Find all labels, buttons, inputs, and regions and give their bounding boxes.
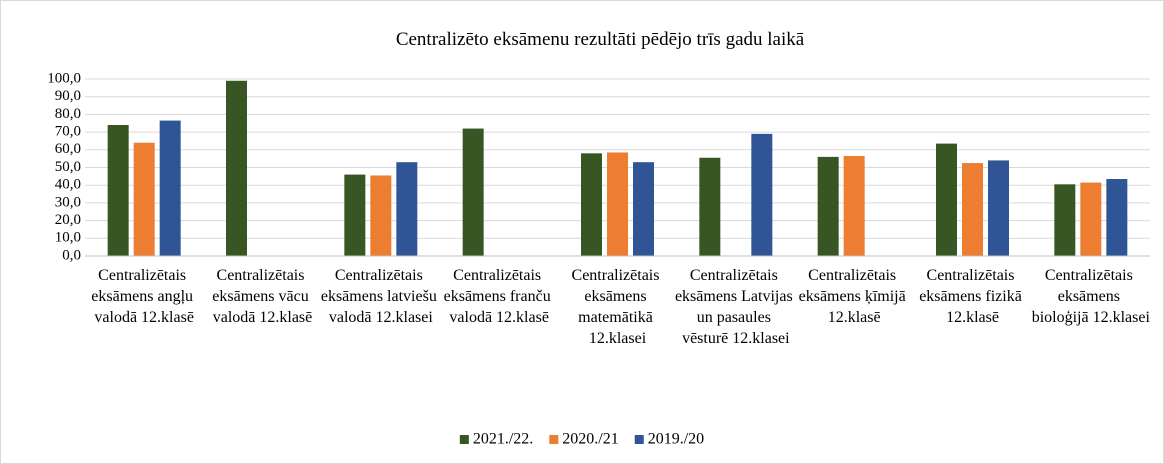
y-tick-label: 10,0: [55, 230, 81, 246]
legend-label: 2019./20: [648, 431, 704, 448]
x-tick-label-line: valodā 12.klasē: [94, 309, 194, 326]
y-tick-label: 60,0: [55, 141, 81, 157]
chart-title: Centralizēto eksāmenu rezultāti pēdējo t…: [396, 29, 805, 50]
x-tick-label: Centralizētais eksāmens Latvijas un pasa…: [675, 267, 797, 347]
y-tick-label: 50,0: [55, 159, 81, 175]
x-tick-label-line: eksāmens angļu: [91, 288, 197, 305]
bar: [396, 162, 418, 256]
x-tick-label: Centralizētais eksāmens latviešu valodā …: [321, 267, 441, 326]
bar: [133, 142, 155, 256]
bar: [988, 160, 1009, 256]
x-tick-label-line: eksāmens: [584, 288, 650, 305]
y-tick-label: 90,0: [55, 88, 81, 104]
x-tick-label-line: Centralizētais: [98, 267, 190, 284]
legend-swatch: [634, 435, 644, 444]
legend-swatch: [459, 435, 469, 444]
x-tick-label-line: bioloģijā 12.klasei: [1032, 309, 1151, 326]
legend-label: 2020./21: [562, 431, 618, 448]
bar: [226, 80, 247, 257]
x-tick-label-line: Centralizētais: [808, 267, 900, 284]
x-tick-label-line: 12.klasē: [946, 309, 999, 326]
legend-swatch: [549, 435, 559, 444]
bar: [633, 162, 654, 256]
bar: [1054, 184, 1076, 256]
x-tick-label-line: 12.klasei: [589, 330, 647, 347]
x-tick-label-line: valodā 12.klasē: [449, 309, 549, 326]
y-tick-label: 100,0: [47, 70, 81, 86]
x-tick-label-line: Centralizētais: [335, 267, 427, 284]
x-tick-label-line: Centralizētais: [453, 267, 545, 284]
x-tick-label-line: Centralizētais: [690, 267, 782, 284]
x-tick-label-line: vēsturē 12.klasei: [682, 330, 790, 347]
bar: [581, 153, 602, 256]
x-tick-label-line: eksāmens Latvijas: [675, 288, 797, 305]
bar: [936, 143, 957, 256]
x-tick-label-line: Centralizētais: [927, 267, 1019, 284]
x-tick-label-line: Centralizētais: [572, 267, 664, 284]
x-tick-label: Centralizētais eksāmens angļu valodā 12.…: [91, 267, 197, 326]
bar: [159, 120, 181, 256]
bar: [962, 163, 983, 256]
bar: [843, 155, 865, 256]
bar: [817, 156, 839, 256]
x-tick-label-line: eksāmens fizikā: [919, 288, 1026, 305]
x-tick-label-line: eksāmens ķīmijā: [799, 288, 910, 305]
x-tick-label-line: Centralizētais: [217, 267, 309, 284]
legend: 2021./22. 2020./21 2019./20: [459, 431, 704, 448]
legend-label: 2021./22.: [473, 431, 533, 448]
x-tick-label-line: 12.klasē: [828, 309, 881, 326]
x-tick-label-line: eksāmens latviešu: [321, 288, 441, 305]
bar: [607, 152, 628, 256]
bar: [344, 174, 366, 256]
x-tick-label-line: eksāmens vācu: [212, 288, 312, 305]
y-tick-label: 0,0: [62, 247, 81, 263]
y-tick-label: 30,0: [55, 194, 81, 210]
x-tick-label-line: Centralizētais: [1045, 267, 1137, 284]
x-tick-label: Centralizētais eksāmens matemātikā 12.kl…: [572, 267, 664, 347]
x-tick-label: Centralizētais eksāmens ķīmijā 12.klasē: [799, 267, 910, 326]
bar: [462, 128, 484, 256]
x-tick-label: Centralizētais eksāmens bioloģijā 12.kla…: [1032, 267, 1151, 326]
x-tick-label: Centralizētais eksāmens fizikā 12.klasē: [919, 267, 1026, 326]
bar: [1106, 179, 1128, 256]
bar: [1080, 182, 1102, 256]
y-tick-label: 40,0: [55, 177, 81, 193]
x-tick-label: Centralizētais eksāmens franču valodā 12…: [444, 267, 555, 326]
x-tick-label-line: eksāmens: [1058, 288, 1124, 305]
bar: [370, 175, 392, 256]
bar: [699, 157, 721, 256]
x-tick-label-line: valodā 12.klasē: [213, 309, 313, 326]
y-tick-label: 20,0: [55, 212, 81, 228]
x-tick-label-line: valodā 12.klasei: [329, 309, 434, 326]
y-tick-label: 70,0: [55, 124, 81, 140]
bar: [107, 125, 129, 257]
x-tick-label-line: matemātikā: [578, 309, 657, 326]
x-tick-label-line: un pasaules: [697, 309, 775, 326]
x-tick-label: Centralizētais eksāmens vācu valodā 12.k…: [212, 267, 312, 326]
x-tick-label-line: eksāmens franču: [444, 288, 555, 305]
bar: [751, 133, 773, 256]
y-tick-label: 80,0: [55, 106, 81, 122]
